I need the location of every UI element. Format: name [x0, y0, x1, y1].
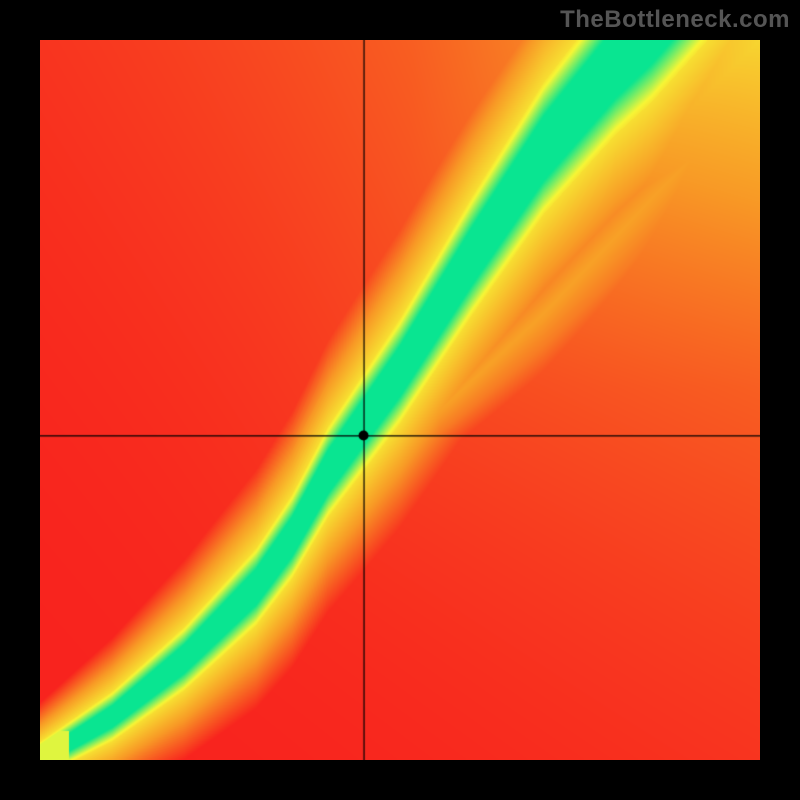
page-root: TheBottleneck.com — [0, 0, 800, 800]
watermark-label: TheBottleneck.com — [550, 0, 800, 40]
heatmap-plot — [40, 40, 760, 760]
heatmap-canvas — [40, 40, 760, 760]
